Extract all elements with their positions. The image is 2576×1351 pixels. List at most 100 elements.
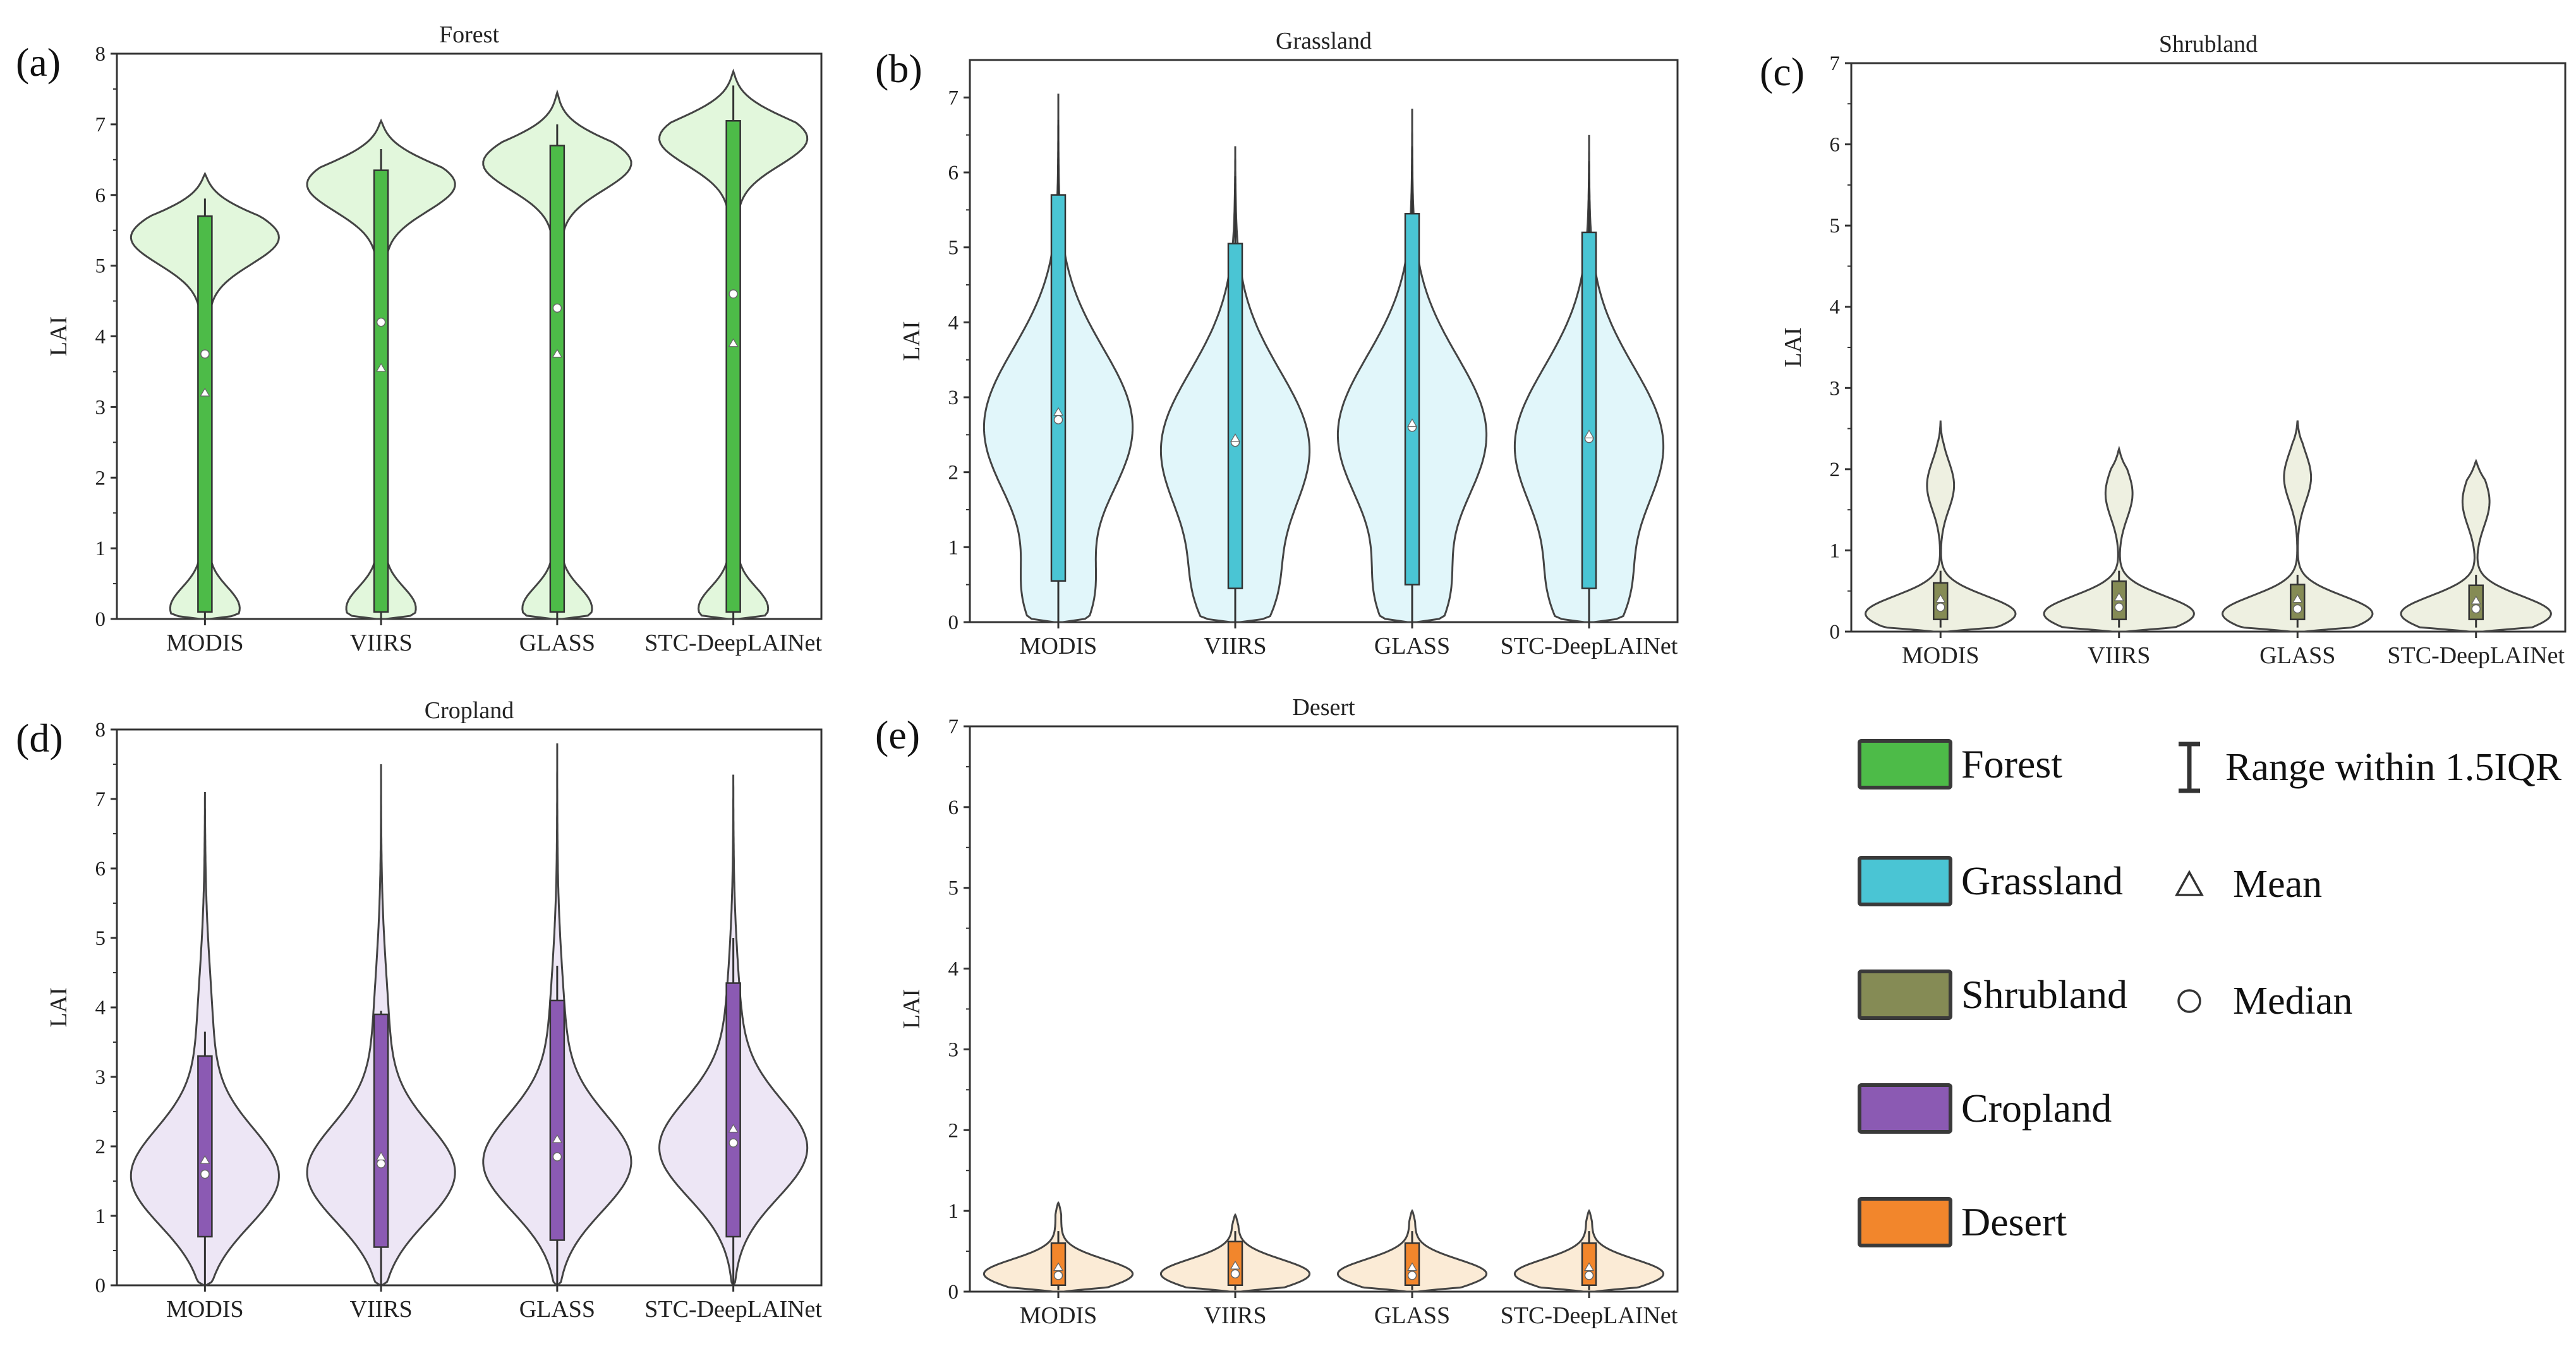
legend-item-shrubland: Shrubland [1858,970,2127,1020]
median-point [2114,603,2124,612]
y-tick-label: 0 [948,1281,959,1304]
mean-point [552,349,562,358]
legend-label-desert: Desert [1961,1199,2067,1244]
legend-item-median: Median [2167,973,2352,1030]
iqr-box [549,999,565,1241]
y-tick-label: 7 [95,114,106,136]
legend-swatch-cropland [1858,1083,1952,1134]
y-tick-label: 6 [948,796,959,819]
y-tick-label: 7 [95,788,106,811]
median-point [729,1138,738,1148]
y-tick-label: 5 [1830,215,1841,237]
y-tick-label: 1 [1830,539,1841,562]
y-tick-label: 1 [948,1200,959,1223]
legend-label-forest: Forest [1961,742,2062,786]
legend-swatch-desert [1858,1197,1952,1247]
iqr-box [725,982,741,1238]
legend-item-grassland: Grassland [1858,856,2123,906]
mean-point [1935,594,1946,603]
chart-title: Desert [1292,694,1355,721]
iqr-box [373,1013,389,1248]
y-tick-label: 2 [948,1119,959,1142]
y-axis-label: LAI [45,987,72,1027]
mean-point [2292,594,2303,603]
chart-title: Forest [439,21,499,48]
legend-item-desert: Desert [1858,1197,2067,1247]
y-tick-label: 1 [95,1205,106,1228]
x-tick-label: GLASS [1374,633,1450,659]
violin-body [2043,445,2195,633]
median-point [1053,415,1063,424]
chart-svg: 0 1 2 3 4 5 6 7 8 (d) Cropland LAI MODIS VIIRS GLASS ST… [16,697,823,1323]
iqr-box [1581,231,1597,589]
y-tick-label: 8 [95,719,106,742]
chart-svg: 0 1 2 3 4 5 6 7 (c) Shrubland LAI MODIS VIIRS GLASS ST… [1760,31,2567,669]
x-tick-label: STC-DeepLAINet [2387,642,2565,669]
y-tick-label: 3 [95,1066,106,1089]
x-tick-label: MODIS [1902,642,1979,669]
median-point [376,317,386,327]
x-tick-label: MODIS [1020,633,1097,659]
iqr-box [373,169,389,613]
legend-item-forest: Forest [1858,739,2062,790]
violin-body [1865,420,2017,633]
legend-label-cropland: Cropland [1961,1086,2112,1131]
x-tick-label: VIIRS [1204,633,1266,659]
mean-point [1053,407,1064,416]
plot-frame [969,59,1679,623]
mean-point [1406,418,1418,428]
legend-swatch-shrubland [1858,970,1952,1020]
y-tick-label: 1 [948,536,959,559]
x-tick-label: GLASS [2259,642,2335,669]
y-tick-label: 0 [948,611,959,634]
chart-svg: 0 1 2 3 4 5 6 7 8 (a) Forest LAI MODIS VIIRS GLASS STC-… [16,21,823,656]
x-tick-label: MODIS [166,630,243,656]
x-tick-label: MODIS [166,1296,243,1323]
chart-svg: 0 1 2 3 4 5 6 7 (b) Grassland LAI MODIS VIIRS GLASS ST… [875,28,1679,659]
y-tick-label: 4 [948,311,959,334]
iqr-box [1404,213,1420,585]
median-point [2471,604,2481,614]
panel-shrubland: 0 1 2 3 4 5 6 7 (c) Shrubland LAI MODIS VIIRS GLASS ST… [1744,0,2576,688]
mean-point [1053,1262,1064,1271]
y-tick-label: 8 [95,43,106,66]
mean-point [200,387,210,397]
median-point [1584,1271,1594,1280]
panel-label: (b) [875,46,922,91]
x-tick-label: VIIRS [350,630,413,656]
mean-point [376,363,387,372]
mean-point [728,1124,739,1133]
y-tick-label: 5 [948,237,959,260]
x-tick-label: MODIS [1020,1302,1097,1329]
y-tick-label: 5 [948,877,959,900]
x-tick-label: VIIRS [1204,1302,1266,1329]
median-point [200,1169,210,1179]
legend-label-grassland: Grassland [1961,858,2123,903]
plot-frame [1850,62,2567,633]
mean-point [728,338,739,347]
x-tick-label: STC-DeepLAINet [1501,1302,1678,1329]
y-tick-label: 6 [948,162,959,184]
y-tick-label: 4 [1830,296,1841,319]
mean-point [1230,1260,1241,1270]
panel-cropland: 0 1 2 3 4 5 6 7 8 (d) Cropland LAI MODIS VIIRS GLASS ST… [0,682,834,1351]
median-point [1407,1271,1417,1280]
x-tick-label: VIIRS [2088,642,2150,669]
y-tick-label: 6 [95,184,106,207]
panel-forest: 0 1 2 3 4 5 6 7 8 (a) Forest LAI MODIS VIIRS GLASS STC-… [0,0,834,676]
mean-point [200,1155,210,1164]
mean-point [552,1134,562,1143]
y-tick-label: 2 [95,1136,106,1158]
legend-label-mean: Mean [2233,862,2323,906]
y-tick-label: 3 [1830,377,1841,400]
panel-desert: 0 1 2 3 4 5 6 7 (e) Desert LAI MODIS VIIRS GLASS STC-D… [859,682,1731,1351]
mean-point [376,1151,387,1161]
legend: Forest Grassland Shrubland Cropland Dese… [1845,739,2565,1307]
legend-swatch-grassland [1858,856,1952,906]
y-axis-label: LAI [898,989,925,1029]
y-axis-label: LAI [1780,327,1806,367]
y-tick-label: 7 [948,716,959,738]
panel-label: (e) [875,712,920,757]
y-tick-label: 5 [95,255,106,278]
chart-svg: 0 1 2 3 4 5 6 7 (e) Desert LAI MODIS VIIRS GLASS STC-D… [875,694,1679,1329]
